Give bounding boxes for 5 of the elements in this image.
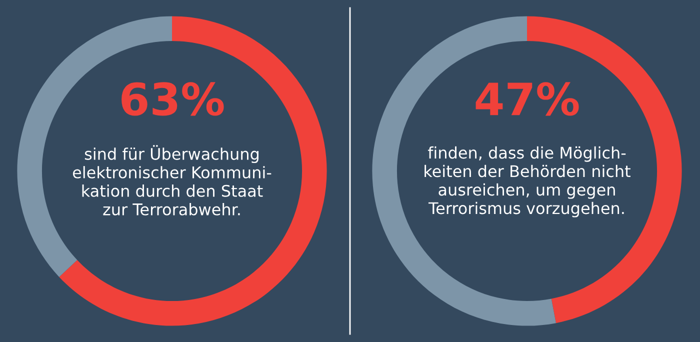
donut-slice xyxy=(59,16,327,326)
text: finden, dass die Möglich- keiten der Behörden nicht ausreichen, um gegen Terrorismus vorzugehen. xyxy=(424,146,630,218)
text: sind für Überwachung elektronischer Kommuni- kation durch den Staat zur Terrorabwehr. xyxy=(72,145,272,216)
data-label: 47% xyxy=(476,82,579,116)
data-label: 63% xyxy=(122,82,224,116)
